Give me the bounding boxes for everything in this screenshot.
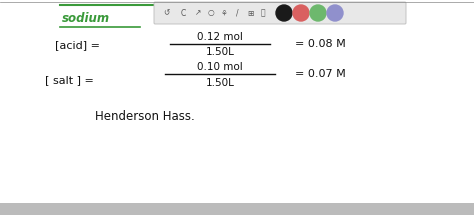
Text: = 0.08 M: = 0.08 M	[295, 39, 346, 49]
Bar	[0, 203, 474, 215]
Text: [ salt ] =: [ salt ] =	[45, 75, 94, 85]
FancyBboxPatch shape	[154, 2, 406, 24]
Text: sodium: sodium	[62, 11, 110, 25]
Text: ↗: ↗	[195, 9, 201, 17]
Text: ⬛: ⬛	[261, 9, 265, 17]
Circle shape	[276, 5, 292, 21]
Text: ↺: ↺	[163, 9, 169, 17]
Text: 1.50L: 1.50L	[206, 78, 235, 88]
Text: 0.12 mol: 0.12 mol	[197, 32, 243, 42]
Text: = 0.07 M: = 0.07 M	[295, 69, 346, 79]
Text: Henderson Hass.: Henderson Hass.	[95, 111, 195, 123]
Text: [acid] =: [acid] =	[55, 40, 100, 50]
Circle shape	[310, 5, 326, 21]
Text: ○: ○	[208, 9, 214, 17]
Text: ⊞: ⊞	[247, 9, 253, 17]
Text: C: C	[181, 9, 186, 17]
Circle shape	[293, 5, 309, 21]
Text: /: /	[236, 9, 238, 17]
Circle shape	[327, 5, 343, 21]
Text: 1.50L: 1.50L	[206, 47, 235, 57]
Text: 0.10 mol: 0.10 mol	[197, 62, 243, 72]
Text: ⚘: ⚘	[220, 9, 228, 17]
